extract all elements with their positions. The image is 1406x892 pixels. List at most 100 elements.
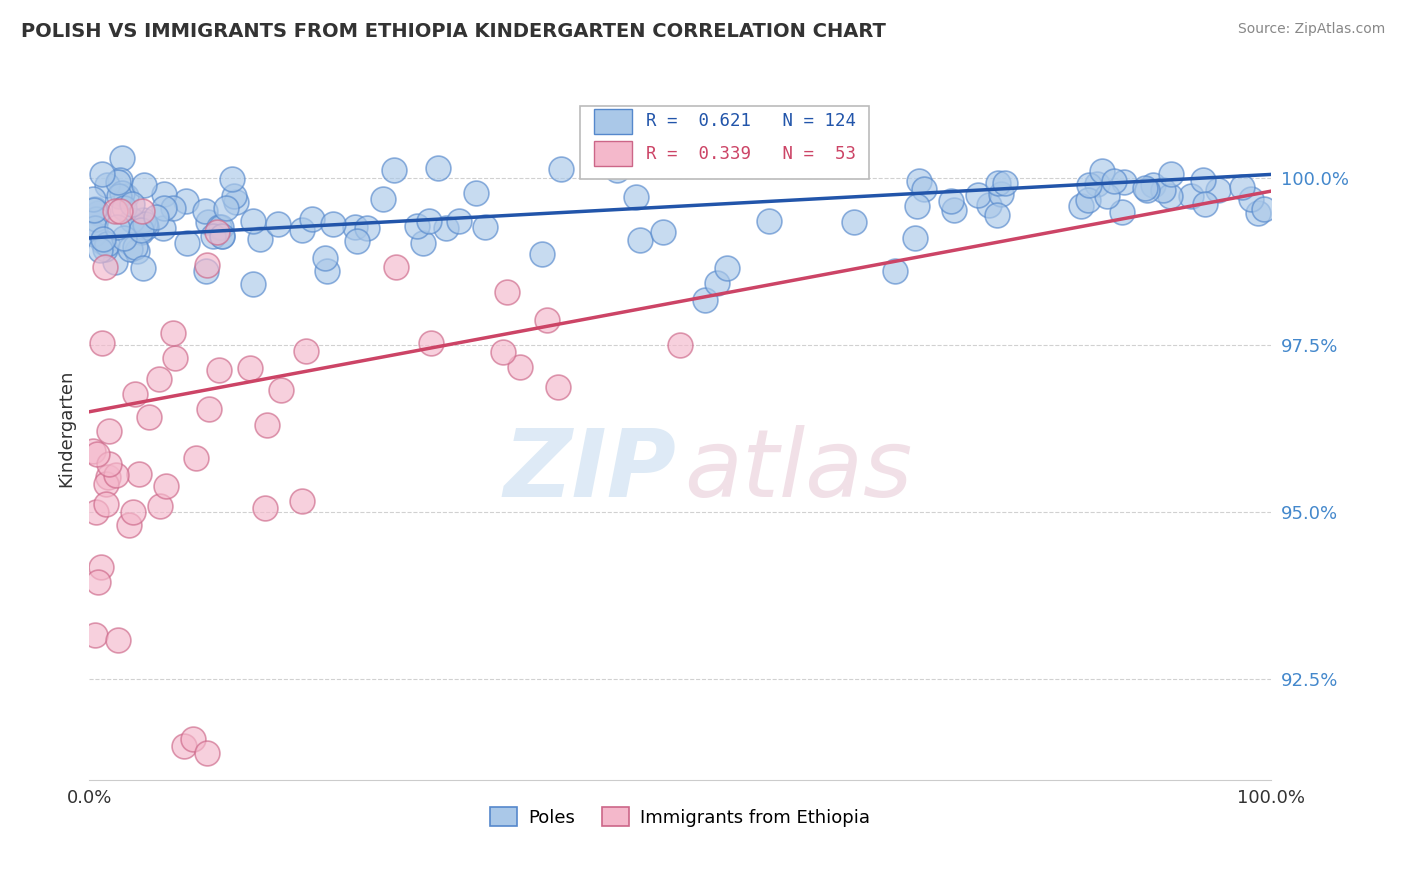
Point: [606, 162, 628, 177]
Point: [83, 202, 105, 216]
Y-axis label: Kindergarten: Kindergarten: [58, 370, 75, 487]
Point: [110, 204, 132, 219]
Point: [496, 285, 519, 299]
Point: [131, 204, 153, 219]
Point: [124, 387, 146, 401]
Point: [134, 178, 156, 193]
Point: [550, 162, 572, 177]
Point: [474, 219, 496, 234]
Point: [693, 293, 716, 307]
Point: [758, 214, 780, 228]
Point: [291, 494, 314, 508]
Point: [181, 732, 204, 747]
Point: [624, 190, 647, 204]
Point: [128, 467, 150, 482]
Text: R =  0.621   N = 124: R = 0.621 N = 124: [645, 112, 856, 130]
Point: [110, 173, 132, 187]
Point: [96, 497, 118, 511]
Point: [90, 559, 112, 574]
Point: [385, 260, 408, 274]
Point: [84, 212, 107, 227]
Point: [1091, 164, 1114, 178]
Point: [447, 214, 470, 228]
Point: [1111, 204, 1133, 219]
Point: [412, 235, 434, 250]
Point: [90, 335, 112, 350]
Point: [267, 217, 290, 231]
Point: [1152, 183, 1174, 197]
Point: [174, 194, 197, 208]
Point: [115, 188, 138, 202]
Point: [124, 240, 146, 254]
Point: [121, 213, 143, 227]
Point: [1078, 178, 1101, 192]
Point: [382, 163, 405, 178]
Point: [207, 225, 229, 239]
Point: [211, 229, 233, 244]
Point: [215, 201, 238, 215]
Point: [706, 276, 728, 290]
Point: [1232, 179, 1254, 194]
Point: [221, 172, 243, 186]
Point: [208, 220, 231, 235]
Point: [509, 359, 531, 374]
Point: [1247, 205, 1270, 219]
FancyBboxPatch shape: [579, 105, 869, 179]
Point: [211, 229, 233, 244]
Point: [173, 739, 195, 754]
Point: [406, 219, 429, 233]
Point: [118, 518, 141, 533]
Point: [198, 402, 221, 417]
Point: [104, 255, 127, 269]
Point: [201, 228, 224, 243]
Point: [103, 204, 125, 219]
Point: [343, 219, 366, 234]
Text: atlas: atlas: [683, 425, 912, 516]
Point: [301, 211, 323, 226]
Point: [111, 151, 134, 165]
Point: [87, 574, 110, 589]
Point: [239, 361, 262, 376]
Point: [107, 175, 129, 189]
Point: [131, 212, 153, 227]
Point: [134, 217, 156, 231]
Legend: Poles, Immigrants from Ethiopia: Poles, Immigrants from Ethiopia: [484, 800, 877, 834]
Point: [547, 380, 569, 394]
Point: [96, 477, 118, 491]
Point: [908, 174, 931, 188]
Point: [434, 221, 457, 235]
Point: [253, 501, 276, 516]
Point: [1253, 202, 1275, 216]
Point: [98, 458, 121, 472]
Point: [197, 258, 219, 272]
Point: [82, 192, 104, 206]
Point: [420, 336, 443, 351]
Point: [1133, 181, 1156, 195]
Point: [1112, 175, 1135, 189]
Point: [1142, 178, 1164, 192]
Point: [163, 351, 186, 366]
Point: [176, 236, 198, 251]
Point: [112, 231, 135, 245]
Point: [1160, 167, 1182, 181]
Point: [83, 202, 105, 217]
Point: [132, 260, 155, 275]
Point: [84, 627, 107, 641]
Point: [127, 244, 149, 258]
Point: [111, 186, 134, 200]
Point: [530, 247, 553, 261]
Point: [990, 186, 1012, 201]
Point: [83, 227, 105, 241]
Point: [941, 194, 963, 209]
Point: [107, 633, 129, 648]
Point: [1180, 189, 1202, 203]
Text: POLISH VS IMMIGRANTS FROM ETHIOPIA KINDERGARTEN CORRELATION CHART: POLISH VS IMMIGRANTS FROM ETHIOPIA KINDE…: [21, 22, 886, 41]
Point: [97, 470, 120, 484]
Point: [84, 221, 107, 235]
Point: [1159, 189, 1181, 203]
Point: [197, 215, 219, 229]
Text: ZIP: ZIP: [503, 425, 676, 516]
Point: [86, 505, 108, 519]
FancyBboxPatch shape: [593, 109, 631, 134]
Point: [225, 195, 247, 210]
